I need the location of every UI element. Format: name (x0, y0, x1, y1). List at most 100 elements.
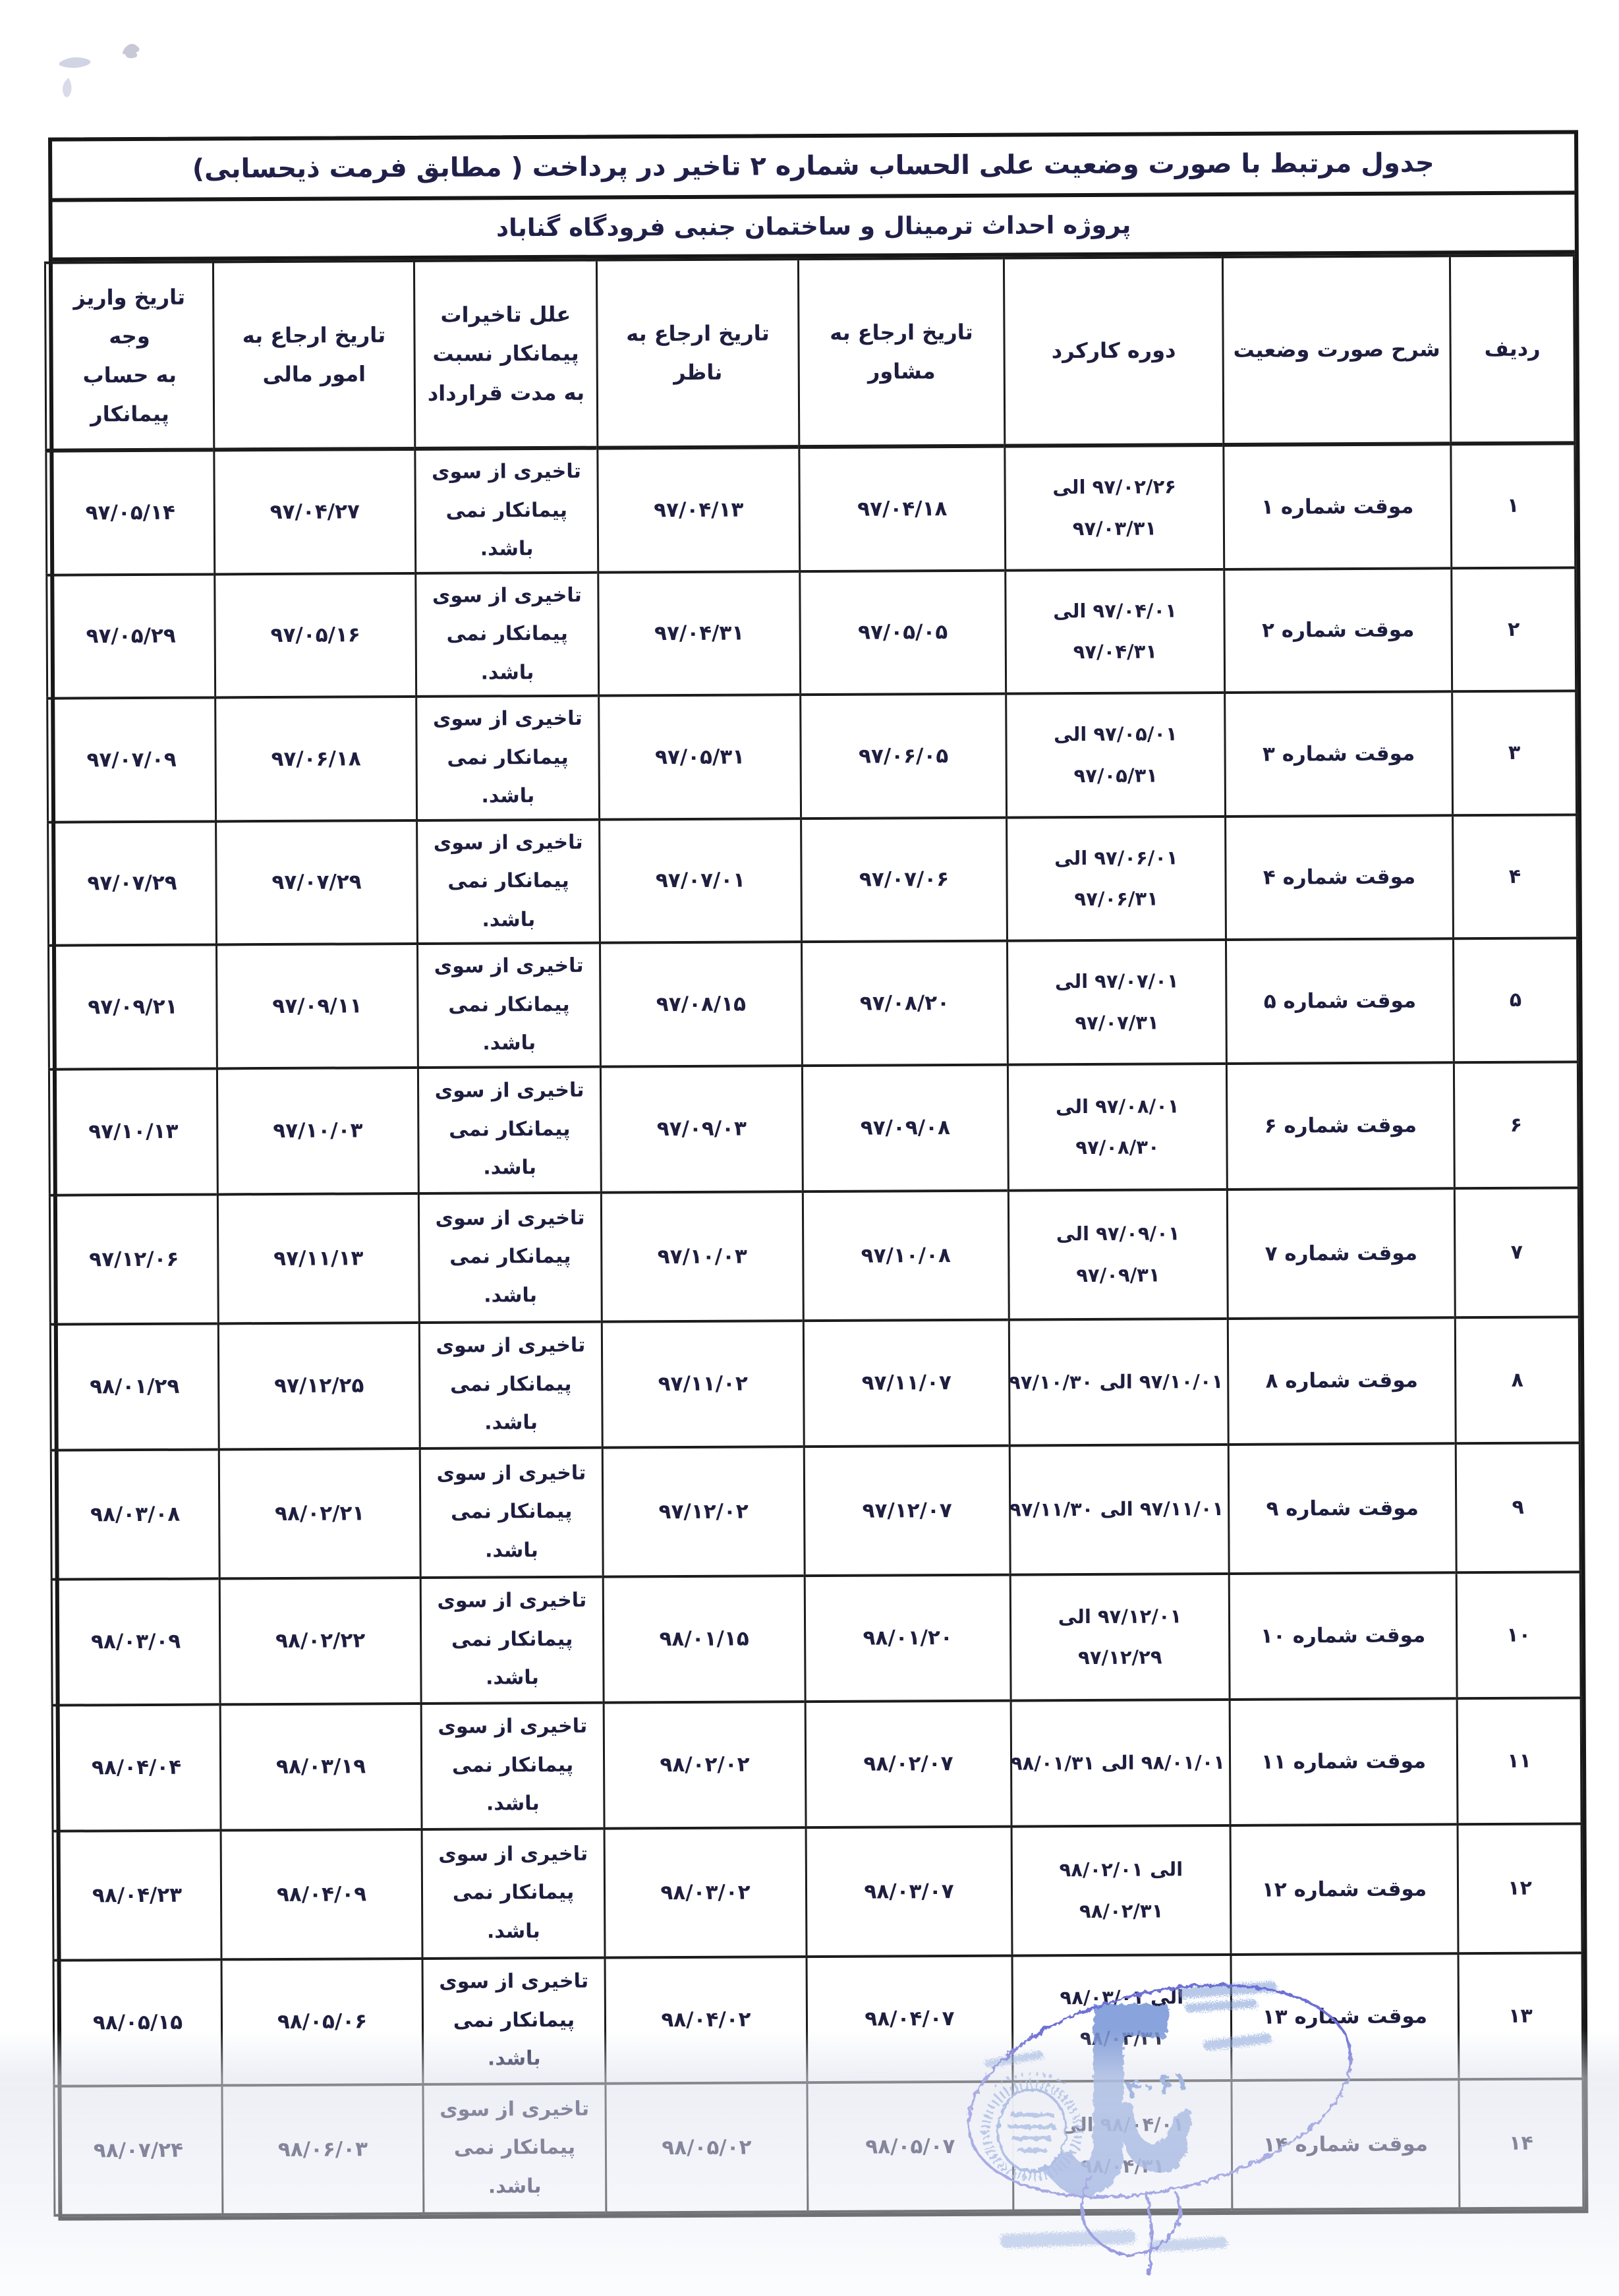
cell-deposit-date: ۹۸/۰۷/۲۴ (53, 2084, 223, 2216)
cell-supervisor-date: ۹۷/۰۹/۰۳ (600, 1065, 803, 1193)
cell-period: ۹۷/۰۴/۰۱ الی ۹۷/۰۴/۳۱ (1005, 569, 1225, 694)
cell-finance-date: ۹۷/۰۶/۱۸ (215, 696, 417, 821)
col-header-finance: تاریخ ارجاع به امور مالی (213, 260, 415, 450)
cell-delay-reason: تاخیری از سوی پیمانکار نمی باشد. (420, 1576, 604, 1704)
table-row: ۹ موقت شماره ۹ ۹۷/۱۱/۰۱ الی ۹۷/۱۱/۳۰ ۹۷/… (51, 1442, 1581, 1580)
cell-ordinal: ۱۳ (1458, 1952, 1583, 2079)
cell-consultant-date: ۹۷/۰۶/۰۵ (800, 693, 1007, 818)
cell-description: موقت شماره ۸ (1228, 1317, 1456, 1445)
table-row: ۲ موقت شماره ۲ ۹۷/۰۴/۰۱ الی ۹۷/۰۴/۳۱ ۹۷/… (46, 567, 1576, 699)
cell-consultant-date: ۹۷/۰۴/۱۸ (799, 445, 1006, 571)
cell-supervisor-date: ۹۷/۰۸/۱۵ (600, 942, 803, 1067)
cell-supervisor-date: ۹۸/۰۲/۰۲ (604, 1701, 807, 1829)
cell-delay-reason: تاخیری از سوی پیمانکار نمی باشد. (414, 447, 598, 573)
cell-finance-date: ۹۷/۱۲/۲۵ (218, 1322, 420, 1449)
cell-period: ۹۷/۰۶/۰۱ الی ۹۷/۰۶/۳۱ (1006, 816, 1226, 941)
cell-supervisor-date: ۹۷/۱۰/۰۳ (601, 1191, 804, 1322)
cell-finance-date: ۹۸/۰۴/۰۹ (221, 1829, 423, 1959)
col-header-deposit: تاریخ واریز وجه به حساب پیمانکار (45, 262, 214, 451)
cell-supervisor-date: ۹۸/۰۵/۰۲ (605, 2082, 808, 2213)
statement-table-block: جدول مرتبط با صورت وضعیت علی الحساب شمار… (45, 130, 1589, 2221)
cell-delay-reason: تاخیری از سوی پیمانکار نمی باشد. (421, 1702, 605, 1829)
cell-delay-reason: تاخیری از سوی پیمانکار نمی باشد. (418, 1192, 602, 1323)
cell-delay-reason: تاخیری از سوی پیمانکار نمی باشد. (422, 1828, 606, 1959)
cell-deposit-date: ۹۷/۰۷/۰۹ (47, 697, 216, 822)
table-row: ۱ موقت شماره ۱ ۹۷/۰۲/۲۶ الی ۹۷/۰۳/۳۱ ۹۷/… (45, 443, 1576, 575)
cell-deposit-date: ۹۷/۰۵/۱۴ (45, 449, 215, 575)
cell-ordinal: ۴ (1452, 814, 1577, 939)
delay-statement-table: ردیف شرح صورت وضعیت دوره کارکرد تاریخ ار… (44, 254, 1584, 2216)
cell-consultant-date: ۹۷/۱۰/۰۸ (803, 1190, 1009, 1321)
cell-ordinal: ۳ (1452, 691, 1577, 815)
cell-finance-date: ۹۷/۰۷/۲۹ (215, 820, 418, 945)
cell-consultant-date: ۹۸/۰۱/۲۰ (805, 1574, 1011, 1702)
cell-period: ۹۷/۱۰/۰۱ الی ۹۷/۱۰/۳۰ (1009, 1318, 1229, 1446)
cell-deposit-date: ۹۸/۰۳/۰۸ (51, 1449, 220, 1580)
cell-delay-reason: تاخیری از سوی پیمانکار نمی باشد. (417, 942, 601, 1068)
col-header-supervisor: تاریخ ارجاع به ناظر (596, 259, 799, 448)
cell-supervisor-date: ۹۸/۰۳/۰۲ (604, 1827, 807, 1958)
cell-finance-date: ۹۷/۱۰/۰۳ (217, 1067, 419, 1194)
table-header-row: ردیف شرح صورت وضعیت دوره کارکرد تاریخ ار… (45, 255, 1575, 451)
table-outer-border: جدول مرتبط با صورت وضعیت علی الحساب شمار… (45, 130, 1589, 2221)
cell-deposit-date: ۹۷/۰۷/۲۹ (47, 820, 217, 946)
cell-supervisor-date: ۹۸/۰۱/۱۵ (603, 1575, 806, 1703)
cell-consultant-date: ۹۷/۰۸/۲۰ (801, 940, 1008, 1066)
cell-period: ۹۷/۱۲/۰۱ الی ۹۷/۱۲/۲۹ (1010, 1573, 1230, 1701)
col-header-period: دوره کارکرد (1004, 256, 1224, 446)
cell-description: موقت شماره ۱ (1223, 444, 1452, 569)
cell-description: موقت شماره ۴ (1225, 815, 1454, 940)
cell-finance-date: ۹۸/۰۶/۰۳ (221, 2084, 424, 2214)
cell-description: موقت شماره ۵ (1226, 938, 1454, 1064)
cell-period: ۹۸/۰۱/۰۱ الی ۹۸/۰۱/۳۱ (1011, 1699, 1231, 1827)
cell-supervisor-date: ۹۷/۰۴/۱۳ (597, 447, 800, 573)
table-row: ۳ موقت شماره ۳ ۹۷/۰۵/۰۱ الی ۹۷/۰۵/۳۱ ۹۷/… (47, 691, 1577, 822)
cell-description: موقت شماره ۱۱ (1230, 1698, 1458, 1825)
cell-consultant-date: ۹۷/۰۷/۰۶ (801, 817, 1008, 942)
cell-period: ۹۷/۰۲/۲۶ الی ۹۷/۰۳/۳۱ (1004, 444, 1224, 571)
cell-consultant-date: ۹۷/۰۹/۰۸ (802, 1064, 1009, 1191)
cell-finance-date: ۹۸/۰۲/۲۱ (219, 1448, 421, 1578)
cell-period: ۹۷/۰۷/۰۱ الی ۹۷/۰۷/۳۱ (1007, 939, 1227, 1065)
table-row: ۱۰ موقت شماره ۱۰ ۹۷/۱۲/۰۱ الی ۹۷/۱۲/۲۹ ۹… (51, 1571, 1581, 1706)
cell-deposit-date: ۹۸/۰۵/۱۵ (53, 1959, 222, 2086)
cell-supervisor-date: ۹۷/۱۱/۰۲ (602, 1320, 805, 1448)
cell-supervisor-date: ۹۸/۰۴/۰۲ (605, 1956, 807, 2084)
table-row: ۶ موقت شماره ۶ ۹۷/۰۸/۰۱ الی ۹۷/۰۸/۳۰ ۹۷/… (49, 1061, 1579, 1195)
cell-delay-reason: تاخیری از سوی پیمانکار نمی باشد. (422, 2083, 606, 2214)
cell-finance-date: ۹۸/۰۳/۱۹ (220, 1703, 422, 1830)
col-header-consultant: تاریخ ارجاع به مشاور (798, 258, 1005, 447)
cell-finance-date: ۹۸/۰۲/۲۲ (219, 1577, 422, 1704)
cell-ordinal: ۱ (1450, 443, 1576, 568)
cell-description: موقت شماره ۷ (1227, 1188, 1456, 1319)
cell-deposit-date: ۹۸/۰۴/۰۴ (52, 1704, 221, 1831)
cell-ordinal: ۲ (1451, 567, 1576, 692)
cell-period: الی ۹۸/۰۲/۰۱ ۹۸/۰۲/۳۱ (1011, 1825, 1232, 1956)
cell-supervisor-date: ۹۷/۰۵/۳۱ (598, 695, 801, 820)
cell-deposit-date: ۹۷/۰۵/۲۹ (46, 573, 215, 699)
cell-description: موقت شماره ۶ (1226, 1062, 1455, 1190)
project-subtitle: پروژه احداث ترمینال و ساختمان جنبی فرودگ… (52, 194, 1575, 262)
cell-supervisor-date: ۹۷/۰۴/۳۱ (598, 571, 801, 696)
table-row: ۴ موقت شماره ۴ ۹۷/۰۶/۰۱ الی ۹۷/۰۶/۳۱ ۹۷/… (47, 814, 1577, 946)
cell-ordinal: ۱۲ (1458, 1823, 1583, 1953)
cell-consultant-date: ۹۷/۰۵/۰۵ (799, 570, 1006, 695)
ink-smudge (59, 43, 140, 98)
cell-period: ۹۷/۰۸/۰۱ الی ۹۷/۰۸/۳۰ (1008, 1063, 1228, 1191)
stamp-number: ۴۰۶۱ (1123, 2065, 1191, 2106)
cell-consultant-date: ۹۸/۰۳/۰۷ (806, 1826, 1013, 1957)
table-row: ۱۲ موقت شماره ۱۲ الی ۹۸/۰۲/۰۱ ۹۸/۰۲/۳۱ ۹… (53, 1823, 1583, 1961)
cell-deposit-date: ۹۸/۰۱/۲۹ (50, 1323, 219, 1450)
cell-finance-date: ۹۸/۰۵/۰۶ (221, 1958, 423, 2085)
statement-table-body: ۱ موقت شماره ۱ ۹۷/۰۲/۲۶ الی ۹۷/۰۳/۳۱ ۹۷/… (45, 443, 1583, 2216)
cell-supervisor-date: ۹۷/۰۷/۰۱ (599, 818, 802, 943)
col-header-ordinal: ردیف (1450, 255, 1575, 444)
cell-finance-date: ۹۷/۱۱/۱۳ (217, 1193, 420, 1323)
cell-finance-date: ۹۷/۰۹/۱۱ (216, 943, 418, 1068)
cell-consultant-date: ۹۷/۱۱/۰۷ (803, 1319, 1010, 1447)
official-stamp: ۴۰۶۱ (967, 1981, 1353, 2276)
cell-consultant-date: ۹۸/۰۲/۰۷ (805, 1700, 1012, 1827)
table-row: ۷ موقت شماره ۷ ۹۷/۰۹/۰۱ الی ۹۷/۰۹/۳۱ ۹۷/… (49, 1187, 1579, 1325)
cell-delay-reason: تاخیری از سوی پیمانکار نمی باشد. (420, 1447, 604, 1578)
cell-ordinal: ۵ (1453, 938, 1578, 1062)
